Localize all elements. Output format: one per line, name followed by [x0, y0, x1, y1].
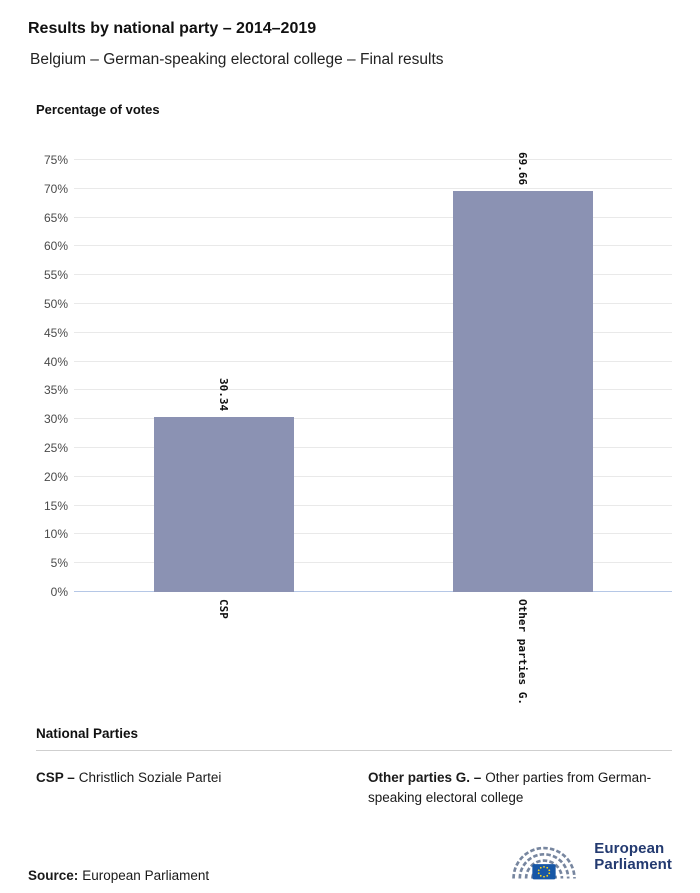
legend-entry-abbr: Other parties G. – — [368, 770, 482, 785]
y-axis-tick-label: 40% — [43, 354, 68, 369]
national-parties-heading: National Parties — [36, 726, 139, 741]
y-axis-tick-label: 35% — [43, 383, 68, 398]
logo-word-1: European — [594, 839, 665, 857]
gridline — [74, 475, 672, 477]
y-axis-spacer — [36, 592, 74, 702]
y-axis-tick-label: 10% — [43, 527, 68, 542]
bar-slots: 30.34 69.66 — [74, 147, 672, 592]
x-axis-label: Other parties G. — [516, 599, 529, 705]
legend-entry-full: Christlich Soziale Partei — [78, 770, 222, 785]
y-axis: 0% 5% 10% 15% 20% 25% 30% 35% 40% 45% 50% 55% 60% 65%… — [36, 147, 74, 599]
chart-plot-row: 0% 5% 10% 15% 20% 25% 30% 35% 40% 45% 50% 55% 60% 65%… — [36, 147, 672, 599]
bar-other-parties-g-[interactable] — [452, 190, 593, 592]
gridline — [74, 187, 672, 189]
source-label: Source: — [28, 868, 79, 884]
x-axis-label: CSP — [217, 599, 230, 619]
legend-entry-full: Other parties from German-speaking elect… — [368, 770, 652, 805]
gridline — [74, 504, 672, 506]
gridline — [74, 418, 672, 420]
y-axis-tick-label: 65% — [43, 210, 68, 225]
source-line: Source: European Parliament — [28, 868, 209, 883]
source-value: European Parliament — [82, 868, 210, 884]
page-title: Results by national party – 2014–2019 — [28, 20, 317, 37]
gridline — [74, 360, 672, 362]
gridline — [74, 302, 672, 304]
hemicycle-icon — [512, 846, 577, 880]
y-axis-tick-label: 75% — [43, 152, 68, 167]
gridline — [74, 331, 672, 333]
logo-word-2: Parliament — [594, 856, 672, 874]
y-axis-tick-label: 60% — [43, 239, 68, 254]
y-axis-tick-label: 20% — [43, 469, 68, 484]
x-axis-baseline — [74, 591, 672, 592]
bar-value-label: 69.66 — [516, 151, 529, 185]
legend-entry-other: Other parties G. – Other parties from Ger… — [368, 768, 672, 807]
gridline — [74, 533, 672, 535]
y-axis-tick-label: 5% — [50, 556, 68, 571]
footer: Source: European Parliament E — [28, 831, 672, 883]
bar-chart: 0% 5% 10% 15% 20% 25% 30% 35% 40% 45% 50% 55% 60% 65%… — [36, 147, 672, 705]
chart-axis-title: Percentage of votes — [36, 102, 160, 117]
legend-entry-abbr: CSP – — [36, 770, 75, 785]
legend-grid: CSP – Christlich Soziale Partei Other par… — [36, 768, 672, 807]
bar-value-label: 30.34 — [217, 378, 230, 412]
gridline — [74, 274, 672, 276]
gridline — [74, 216, 672, 218]
y-axis-tick-label: 0% — [50, 585, 68, 599]
y-axis-tick-label: 50% — [43, 296, 68, 311]
y-axis-tick-label: 15% — [43, 498, 68, 513]
y-axis-tick-label: 25% — [43, 441, 68, 455]
plot-area: 30.34 69.66 — [74, 147, 672, 592]
chart-xlabel-row: CSP Other parties G. — [36, 592, 672, 705]
y-axis-tick-label: 55% — [43, 268, 68, 283]
legend-divider — [36, 750, 672, 751]
national-parties-section: National Parties CSP – Christlich Soziale… — [36, 726, 672, 807]
y-axis-tick-label: 45% — [43, 325, 68, 340]
x-axis-labels: CSP Other parties G. — [74, 592, 672, 705]
bar-slot: 30.34 — [74, 147, 373, 592]
european-parliament-logo: European Parliament — [501, 831, 672, 883]
logo-wordmark: European Parliament — [594, 839, 672, 874]
gridline — [74, 562, 672, 564]
eu-flag-icon — [532, 864, 556, 880]
bar-csp[interactable] — [153, 417, 294, 592]
gridline — [74, 447, 672, 448]
gridline — [74, 245, 672, 247]
y-axis-tick-label: 70% — [43, 181, 68, 196]
x-axis-label-slot: CSP — [74, 599, 373, 702]
gridline — [74, 158, 672, 160]
bar-slot: 69.66 — [373, 147, 672, 592]
y-axis-tick-label: 30% — [43, 412, 68, 427]
gridline — [74, 389, 672, 391]
legend-entry-csp: CSP – Christlich Soziale Partei — [36, 768, 340, 807]
x-axis-label-slot: Other parties G. — [373, 599, 672, 705]
page-subtitle: Belgium – German-speaking electoral coll… — [30, 51, 444, 68]
